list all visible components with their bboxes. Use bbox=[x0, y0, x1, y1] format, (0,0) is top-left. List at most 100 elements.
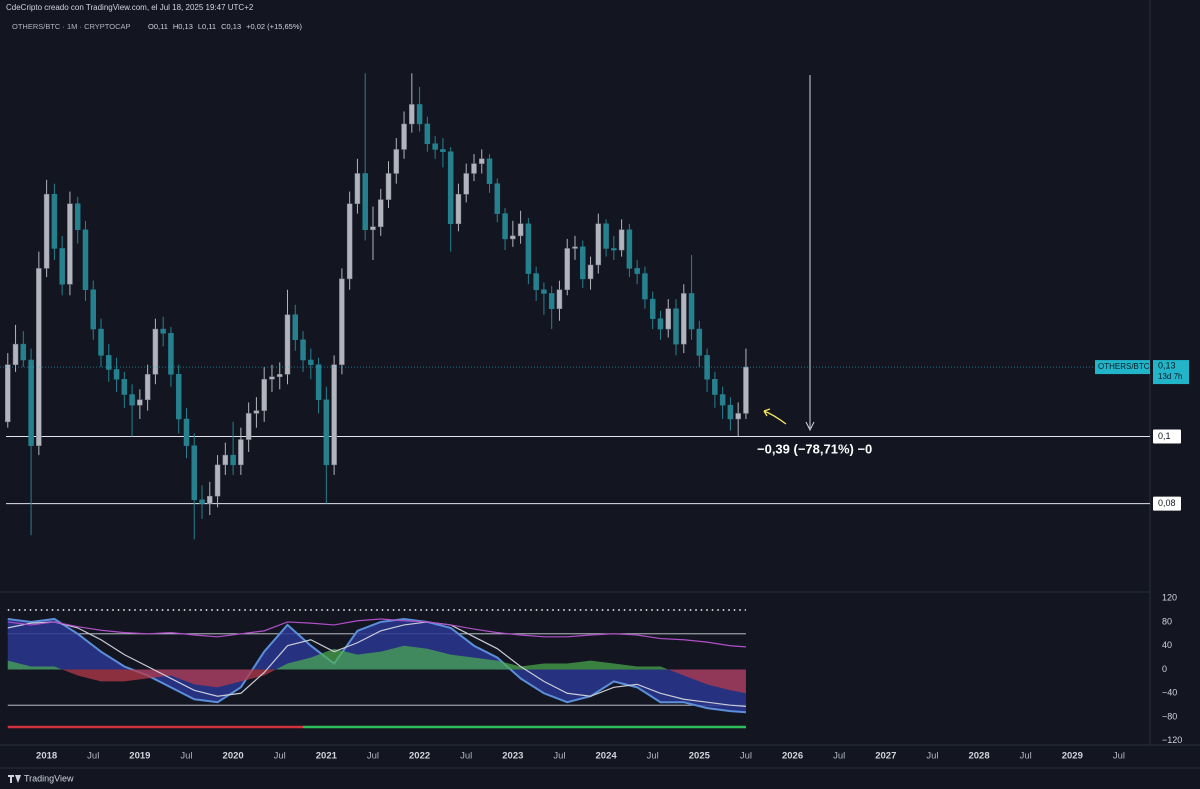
candle-body bbox=[618, 229, 625, 251]
candle-body bbox=[502, 213, 508, 240]
brand: TradingView bbox=[24, 773, 74, 783]
x-tick-label: 2029 bbox=[1062, 751, 1083, 762]
candle-body bbox=[463, 173, 469, 195]
y-tick-label: 120 bbox=[1162, 593, 1177, 603]
brand-logo bbox=[8, 775, 21, 783]
ohlc-value: O0,11 bbox=[148, 22, 168, 31]
candle-body bbox=[548, 293, 555, 309]
candle-body bbox=[43, 193, 50, 269]
candle-body bbox=[657, 318, 664, 330]
candle-body bbox=[20, 343, 27, 361]
candle-body bbox=[245, 413, 252, 440]
y-tick-label: −40 bbox=[1162, 688, 1177, 698]
candle-body bbox=[634, 268, 640, 274]
symbol-tag: OTHERS/BTC bbox=[1098, 362, 1150, 371]
x-tick-label: 2019 bbox=[129, 751, 150, 762]
candle-body bbox=[370, 226, 376, 231]
candle-body bbox=[339, 278, 345, 365]
x-tick-label: 2018 bbox=[36, 751, 57, 762]
ohlc-legend: O0,11 H0,13 L0,11 C0,13 +0,02 (+15,65%) bbox=[148, 22, 303, 31]
candle-body bbox=[479, 158, 485, 164]
candle-body bbox=[409, 104, 415, 125]
candle-body bbox=[323, 399, 330, 466]
x-tick-label: 2021 bbox=[316, 751, 338, 762]
x-tick-label: Jul bbox=[553, 751, 565, 762]
ohlc-value: L0,11 bbox=[198, 22, 216, 31]
x-tick-label: Jul bbox=[87, 751, 99, 762]
candle-body bbox=[121, 378, 128, 395]
candle-body bbox=[67, 203, 73, 285]
hand-drawn-arrow bbox=[763, 408, 787, 425]
level-label-box bbox=[1153, 429, 1181, 444]
candle-body bbox=[580, 246, 586, 280]
candle-body bbox=[611, 248, 617, 251]
candle-body bbox=[424, 123, 431, 144]
ohlc-value: +0,02 (+15,65%) bbox=[246, 22, 302, 31]
candle-body bbox=[447, 151, 454, 225]
candle-body bbox=[346, 203, 353, 280]
x-tick-label: Jul bbox=[833, 751, 845, 762]
candle-body bbox=[517, 223, 524, 237]
candle-body bbox=[238, 439, 244, 466]
candle-body bbox=[455, 193, 462, 225]
candle-body bbox=[649, 298, 656, 319]
candle-body bbox=[354, 173, 361, 204]
measure-arrowhead bbox=[805, 421, 815, 432]
candle-body bbox=[51, 193, 58, 249]
candle-body bbox=[308, 359, 314, 365]
candle-body bbox=[74, 203, 81, 231]
oscillator-line bbox=[7, 621, 746, 707]
level-label: 0,1 bbox=[1158, 431, 1171, 441]
candle-body bbox=[168, 333, 174, 375]
x-tick-label: 2024 bbox=[596, 751, 618, 762]
candle-body bbox=[207, 495, 213, 504]
candle-body bbox=[541, 289, 547, 294]
candle-body bbox=[191, 445, 198, 501]
symbol-line: OTHERS/BTC · 1M · CRYPTOCAP bbox=[12, 22, 131, 31]
candle-body bbox=[129, 394, 135, 406]
x-tick-label: 2028 bbox=[968, 751, 989, 762]
candle-body bbox=[183, 418, 190, 446]
candle-body bbox=[175, 374, 182, 420]
candle-body bbox=[137, 399, 143, 406]
ohlc-value: H0,13 bbox=[173, 22, 193, 31]
x-tick-label: Jul bbox=[460, 751, 472, 762]
x-tick-label: Jul bbox=[1020, 751, 1032, 762]
candle-body bbox=[471, 163, 477, 174]
candle-body bbox=[572, 246, 578, 249]
x-tick-label: 2022 bbox=[409, 751, 430, 762]
candle-body bbox=[59, 248, 65, 285]
price-tag: 0,13 bbox=[1158, 360, 1176, 370]
price-tag-box bbox=[1153, 360, 1189, 385]
level-label: 0,08 bbox=[1158, 498, 1176, 508]
x-tick-label: 2025 bbox=[689, 751, 711, 762]
candle-body bbox=[696, 328, 703, 356]
histogram-negative bbox=[7, 669, 746, 694]
candle-body bbox=[292, 314, 299, 340]
candle-body bbox=[106, 355, 112, 370]
candle-body bbox=[362, 173, 368, 231]
histogram-positive bbox=[7, 645, 746, 670]
candle-body bbox=[401, 123, 407, 150]
candle-body bbox=[743, 366, 749, 414]
symbol-tag-box bbox=[1095, 360, 1150, 375]
candle-body bbox=[90, 289, 96, 330]
x-tick-label: Jul bbox=[274, 751, 286, 762]
candle-body bbox=[222, 454, 229, 466]
candle-body bbox=[5, 364, 11, 423]
candle-body bbox=[719, 394, 726, 406]
candle-body bbox=[82, 229, 89, 290]
x-tick-label: 2027 bbox=[875, 751, 896, 762]
x-tick-label: 2020 bbox=[223, 751, 244, 762]
x-tick-label: 2023 bbox=[502, 751, 523, 762]
candle-body bbox=[385, 173, 392, 200]
x-tick-label: Jul bbox=[1113, 751, 1125, 762]
level-label-box bbox=[1153, 496, 1181, 511]
candle-body bbox=[673, 308, 679, 345]
candle-body bbox=[704, 355, 710, 380]
x-tick-label: 2026 bbox=[782, 751, 803, 762]
y-tick-label: −80 bbox=[1162, 711, 1177, 721]
